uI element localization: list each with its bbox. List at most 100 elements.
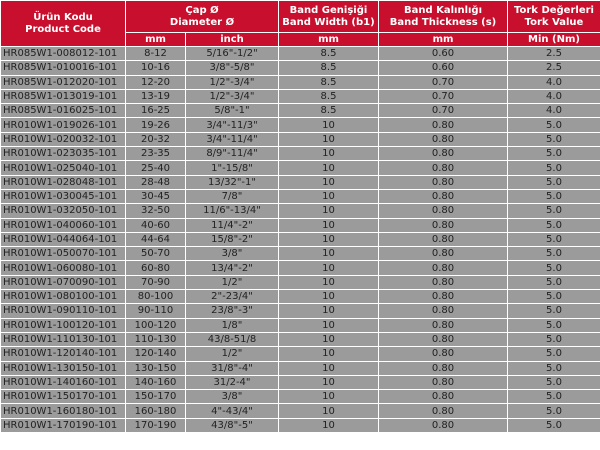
- diameter-inch-cell: 3/8": [185, 246, 279, 262]
- diameter-inch-cell: 3/8": [185, 389, 279, 405]
- product-code-cell: HR010W1-100120-101: [0, 317, 126, 333]
- band-thickness-cell: 0.70: [378, 103, 508, 119]
- band-thickness-cell: 0.80: [378, 260, 508, 276]
- table-row: HR010W1-080100-101 80-100 2"-23/4" 10 0.80 5.…: [0, 289, 600, 305]
- diameter-inch-cell: 5/16"-1/2": [185, 45, 279, 62]
- diameter-inch-cell: 7/8": [185, 188, 279, 205]
- torque-value-cell: 5.0: [507, 331, 600, 348]
- torque-value-cell: 5.0: [507, 188, 600, 205]
- table-row: HR010W1-030045-101 30-45 7/8" 10 0.80 5.0: [0, 188, 600, 205]
- torque-value-cell: 5.0: [507, 217, 600, 233]
- band-width-cell: 10: [278, 231, 379, 248]
- band-width-cell: 10: [278, 203, 379, 219]
- table-row: HR010W1-023035-101 23-35 8/9"-11/4" 10 0.80 5…: [0, 146, 600, 162]
- table-row: HR085W1-008012-101 8-12 5/16"-1/2" 8.5 0.60 2…: [0, 45, 600, 62]
- band-thickness-cell: 0.70: [378, 88, 508, 105]
- band-thickness-cell: 0.80: [378, 274, 508, 291]
- band-thickness-cell: 0.80: [378, 389, 508, 405]
- torque-value-cell: 5.0: [507, 374, 600, 391]
- diameter-mm-cell: 100-120: [125, 317, 186, 333]
- band-thickness-cell: 0.80: [378, 174, 508, 190]
- table-row: HR010W1-130150-101 130-150 31/8"-4" 10 0.80 5…: [0, 360, 600, 376]
- table-row: HR010W1-120140-101 120-140 1/2" 10 0.80 5.0: [0, 346, 600, 362]
- product-code-cell: HR010W1-019026-101: [0, 117, 126, 133]
- product-code-cell: HR010W1-130150-101: [0, 360, 126, 376]
- diameter-mm-cell: 30-45: [125, 188, 186, 205]
- band-width-cell: 10: [278, 260, 379, 276]
- product-code-cell: HR010W1-170190-101: [0, 417, 126, 434]
- band-width-cell: 10: [278, 374, 379, 391]
- torque-value-cell: 5.0: [507, 360, 600, 376]
- product-code-cell: HR010W1-090110-101: [0, 303, 126, 319]
- band-width-cell: 10: [278, 331, 379, 348]
- diameter-inch-cell: 13/4"-2": [185, 260, 279, 276]
- table-row: HR010W1-019026-101 19-26 3/4"-11/3" 10 0.80 5…: [0, 117, 600, 133]
- band-thickness-cell: 0.80: [378, 374, 508, 391]
- header-tr: Tork Değerleri: [514, 4, 594, 16]
- diameter-mm-cell: 140-160: [125, 374, 186, 391]
- diameter-mm-cell: 170-190: [125, 417, 186, 434]
- torque-value-cell: 2.5: [507, 45, 600, 62]
- header-torque: Tork Değerleri Tork Value: [507, 0, 600, 33]
- table-row: HR085W1-013019-101 13-19 1/2"-3/4" 8.5 0.70 4…: [0, 88, 600, 105]
- table-row: HR010W1-140160-101 140-160 31/2-4" 10 0.80 5.…: [0, 374, 600, 391]
- torque-value-cell: 5.0: [507, 346, 600, 362]
- diameter-inch-cell: 5/8"-1": [185, 103, 279, 119]
- torque-value-cell: 5.0: [507, 260, 600, 276]
- product-code-cell: HR010W1-044064-101: [0, 231, 126, 248]
- band-thickness-cell: 0.80: [378, 131, 508, 148]
- diameter-mm-cell: 10-16: [125, 60, 186, 76]
- diameter-inch-cell: 31/2-4": [185, 374, 279, 391]
- diameter-inch-cell: 11/6"-13/4": [185, 203, 279, 219]
- band-thickness-cell: 0.80: [378, 117, 508, 133]
- band-width-cell: 10: [278, 346, 379, 362]
- torque-value-cell: 2.5: [507, 60, 600, 76]
- band-thickness-cell: 0.80: [378, 346, 508, 362]
- product-code-cell: HR085W1-010016-101: [0, 60, 126, 76]
- table-row: HR010W1-110130-101 110-130 43/8-51/8 10 0.80…: [0, 331, 600, 348]
- diameter-inch-cell: 2"-23/4": [185, 289, 279, 305]
- table-row: HR085W1-010016-101 10-16 3/8"-5/8" 8.5 0.60 2…: [0, 60, 600, 76]
- header-tr: Ürün Kodu: [33, 11, 93, 23]
- table-row: HR010W1-170190-101 170-190 43/8"-5" 10 0.80 5…: [0, 417, 600, 434]
- product-code-cell: HR010W1-028048-101: [0, 174, 126, 190]
- torque-value-cell: 5.0: [507, 417, 600, 434]
- band-width-cell: 10: [278, 389, 379, 405]
- diameter-mm-cell: 8-12: [125, 45, 186, 62]
- diameter-mm-cell: 20-32: [125, 131, 186, 148]
- torque-value-cell: 5.0: [507, 146, 600, 162]
- diameter-mm-cell: 13-19: [125, 88, 186, 105]
- unit-inch: inch: [185, 32, 279, 47]
- diameter-inch-cell: 1/2": [185, 346, 279, 362]
- band-thickness-cell: 0.60: [378, 45, 508, 62]
- product-code-cell: HR010W1-050070-101: [0, 246, 126, 262]
- header-en: Band Width (b1): [282, 16, 375, 28]
- diameter-mm-cell: 25-40: [125, 160, 186, 176]
- band-width-cell: 8.5: [278, 60, 379, 76]
- diameter-inch-cell: 1/2"-3/4": [185, 74, 279, 90]
- table-row: HR010W1-025040-101 25-40 1"-15/8" 10 0.80 5.0: [0, 160, 600, 176]
- product-code-cell: HR010W1-060080-101: [0, 260, 126, 276]
- unit-mm: mm: [125, 32, 186, 47]
- header-row: Ürün Kodu Product Code Çap Ø Diameter Ø Ba…: [0, 0, 600, 47]
- band-thickness-cell: 0.80: [378, 303, 508, 319]
- torque-value-cell: 5.0: [507, 274, 600, 291]
- band-thickness-cell: 0.80: [378, 360, 508, 376]
- table-row: HR010W1-100120-101 100-120 1/8" 10 0.80 5.0: [0, 317, 600, 333]
- band-width-cell: 8.5: [278, 74, 379, 90]
- table-row: HR010W1-032050-101 32-50 11/6"-13/4" 10 0.80…: [0, 203, 600, 219]
- product-code-cell: HR010W1-030045-101: [0, 188, 126, 205]
- torque-value-cell: 4.0: [507, 103, 600, 119]
- header-band-width: Band Genişiği Band Width (b1): [278, 0, 379, 33]
- unit-band-width: mm: [278, 32, 379, 47]
- header-tr: Band Genişiği: [289, 4, 368, 16]
- band-width-cell: 10: [278, 303, 379, 319]
- band-width-cell: 10: [278, 217, 379, 233]
- diameter-mm-cell: 70-90: [125, 274, 186, 291]
- diameter-inch-cell: 1/8": [185, 317, 279, 333]
- diameter-inch-cell: 15/8"-2": [185, 231, 279, 248]
- product-code-cell: HR010W1-150170-101: [0, 389, 126, 405]
- diameter-inch-cell: 13/32"-1": [185, 174, 279, 190]
- band-width-cell: 10: [278, 146, 379, 162]
- band-thickness-cell: 0.80: [378, 317, 508, 333]
